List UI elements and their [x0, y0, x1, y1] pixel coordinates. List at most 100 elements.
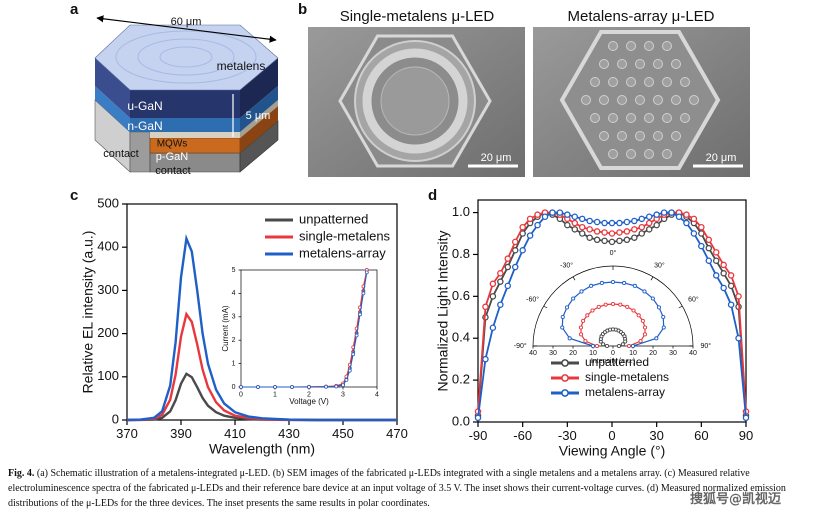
data-point: [497, 301, 504, 308]
data-point: [720, 261, 727, 269]
metalens-dot: [599, 59, 609, 69]
x-tick-label: 3: [341, 392, 345, 399]
metalens-dot: [635, 95, 645, 105]
polar-point: [564, 305, 570, 310]
data-point: [511, 247, 519, 254]
watermark: 搜狐号@凯视迈: [690, 492, 782, 507]
sem-image: [308, 27, 525, 177]
data-point: [549, 209, 556, 216]
data-point: [727, 272, 735, 279]
data-point: [534, 221, 541, 229]
data-point: [645, 219, 653, 227]
polar-point: [589, 283, 594, 288]
y-tick-label: 500: [97, 195, 119, 210]
y-tick-label: 0.8: [452, 246, 470, 261]
x-tick-label: 430: [278, 426, 300, 441]
data-point: [593, 228, 601, 235]
metalens-dot: [599, 131, 609, 141]
metalens-dot: [644, 113, 654, 123]
metalens-dot: [635, 59, 645, 69]
polar-point: [560, 325, 565, 330]
sem-title: Metalens-array μ-LED: [567, 8, 714, 25]
data-point: [608, 230, 616, 237]
metalens-dot: [599, 95, 609, 105]
data-point: [660, 209, 668, 216]
metalens-dot: [581, 95, 591, 105]
y-tick-label: 100: [97, 368, 119, 383]
polar-point: [656, 305, 662, 310]
theta-tick-label: 30°: [654, 261, 665, 269]
layer-label: MQWs: [157, 139, 188, 150]
layer-label: u-GaN: [127, 99, 162, 113]
theta-tick-label: 60°: [688, 295, 699, 303]
data-point: [727, 282, 735, 290]
x-tick-label: -60: [513, 428, 532, 443]
polar-point: [640, 318, 645, 323]
polar-point: [596, 304, 601, 309]
data-point: [720, 270, 727, 277]
metalens-dot: [626, 113, 636, 123]
data-point: [623, 228, 631, 235]
r-tick-label: 0: [611, 350, 615, 357]
metalens-dot: [626, 41, 636, 51]
layer-label: contact: [103, 148, 138, 160]
r-tick-label: 30: [549, 350, 557, 357]
legend-label: metalens-array: [299, 245, 386, 260]
data-point: [608, 238, 616, 246]
metalens-dot: [644, 41, 654, 51]
metalens-dot: [635, 131, 645, 141]
data-point: [586, 234, 593, 241]
polar-point: [603, 302, 608, 307]
polar-point: [610, 301, 616, 307]
metalens-dot: [671, 131, 681, 141]
data-point: [519, 223, 526, 231]
data-point: [586, 226, 593, 233]
y-tick-label: 1: [232, 360, 236, 367]
polar-point: [610, 279, 616, 285]
polar-point: [623, 339, 628, 344]
data-point: [334, 384, 339, 389]
data-point: [698, 223, 705, 231]
polar-point: [626, 343, 632, 349]
x-tick-label: -90: [469, 428, 488, 443]
x-tick-label: -30: [558, 428, 577, 443]
data-point: [638, 230, 646, 237]
polar-point: [601, 342, 606, 347]
data-point: [364, 270, 369, 275]
data-point: [347, 368, 352, 373]
data-point: [578, 230, 586, 237]
data-point: [489, 324, 497, 332]
data-point: [504, 263, 512, 271]
x-tick-label: 2: [307, 392, 311, 399]
legend-label: metalens-array: [585, 385, 665, 399]
data-point: [474, 414, 482, 422]
theta-tick-label: -90°: [514, 342, 527, 350]
metalens-dot: [617, 131, 627, 141]
data-point: [239, 385, 243, 389]
metalens-dot: [662, 77, 672, 87]
dimension-label: 5 μm: [246, 110, 271, 122]
data-point: [712, 272, 720, 279]
x-axis-label: Voltage (V): [289, 397, 329, 406]
metalens-dot: [608, 113, 618, 123]
x-tick-label: 410: [224, 426, 246, 441]
polar-point: [638, 339, 643, 344]
data-point: [541, 213, 549, 221]
metalens-dot: [662, 113, 672, 123]
data-point: [504, 255, 512, 262]
data-point: [489, 280, 497, 288]
polar-point: [579, 289, 584, 294]
data-point: [497, 270, 504, 277]
polar-point: [661, 325, 666, 330]
data-point: [742, 414, 750, 422]
metalens-dot: [671, 59, 681, 69]
data-point: [482, 303, 489, 311]
x-tick-label: 0: [239, 392, 243, 399]
x-tick-label: 90: [739, 428, 753, 443]
data-point: [705, 244, 713, 252]
data-point: [526, 232, 534, 239]
y-tick-label: 0.4: [452, 330, 470, 345]
data-point: [735, 293, 742, 300]
polar-point: [571, 296, 576, 301]
